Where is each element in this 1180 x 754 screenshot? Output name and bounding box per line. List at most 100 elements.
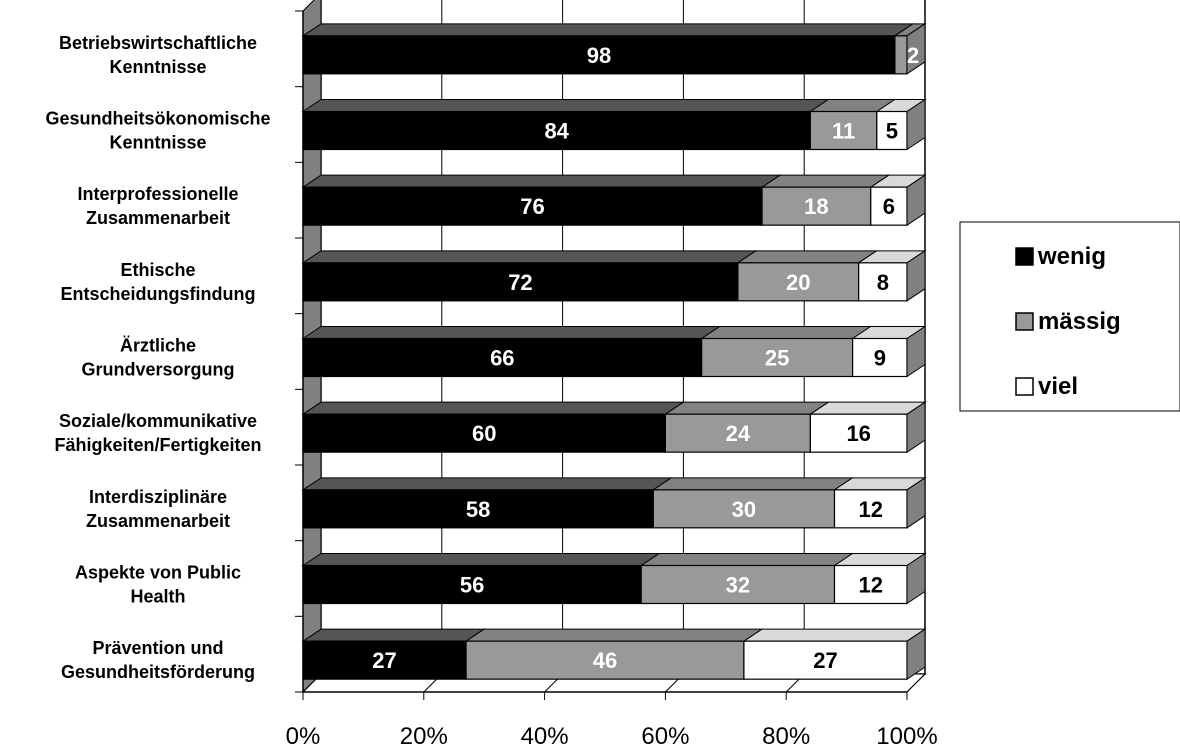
bar-viel [858,262,908,302]
bar-viel [809,413,908,453]
bar-top-mässig [464,628,764,642]
data-label-viel: 16 [846,421,870,446]
data-label-mässig: 18 [804,194,828,219]
category-label: Health [130,587,185,607]
category-label: Zusammenarbeit [86,208,230,228]
legend-swatch-viel [1015,377,1034,396]
category-label: Kenntnisse [109,57,206,77]
category-label: Fähigkeiten/Fertigkeiten [54,435,261,455]
legend-label-wenig: wenig [1037,243,1106,270]
floor-gridline [906,673,926,693]
bar-side [906,249,926,302]
bar-side [906,476,926,529]
bars: 98 2 84 11 5 76 18 6 72 20 8 66 25 9 60 24 16 58 30 12 56 32 1… [301,22,927,681]
legend-swatch-mässig [1015,312,1034,331]
bar-top-mässig [736,250,879,264]
data-label-viel: 8 [877,270,889,295]
legend-label-mässig: mässig [1038,308,1121,335]
bar-mässig [737,262,860,302]
category-label: Grundversorgung [81,360,234,380]
data-label-mässig: 30 [732,497,756,522]
bar-wenig [302,640,467,680]
bar-viel [852,337,908,378]
bar-wenig [302,262,739,302]
bar-top-wenig [301,250,758,264]
bar-wenig [302,35,896,75]
bar-top-viel [742,628,927,642]
category-label: Interdisziplinäre [89,487,227,507]
bar-mässig [761,186,872,226]
category-label: Soziale/kommunikative [59,411,257,431]
bar-top-wenig [301,628,486,642]
bar-wenig [302,186,763,226]
bar-viel [833,489,908,529]
bar-top-mässig [639,553,855,566]
bar-mässig [652,489,836,529]
category-label: Aspekte von Public [75,563,241,583]
bar-top-viel [808,401,927,415]
bar-top-wenig [301,326,722,339]
data-label-mässig: 32 [726,573,750,598]
data-label-viel: 5 [886,119,898,144]
category-label: Ärztliche [120,336,196,356]
bar-side [906,552,926,605]
bar-mässig [465,640,745,680]
x-tick-labels: 0% 20% 40% 60% 80% 100% [286,723,938,750]
category-label: Prävention und [92,638,223,658]
data-label-mässig: 25 [765,346,789,371]
bar-wenig [302,110,811,151]
data-label-viel: 12 [859,573,883,598]
bar-side [906,174,926,227]
x-tick-label: 100% [876,723,937,750]
bar-side [906,98,926,151]
x-tick-label: 40% [521,723,569,750]
data-label-wenig: 56 [460,573,484,598]
bar-mässig [701,337,854,378]
category-label: Entscheidungsfindung [61,284,256,304]
data-label-wenig: 60 [472,421,496,446]
data-label-viel: 27 [813,648,837,673]
category-label: Ethische [120,260,195,280]
bar-wenig [302,489,654,529]
category-labels: Betriebswirtschaftliche Kenntnisse Gesundh… [45,33,270,682]
bar-top-wenig [301,477,673,491]
legend-box [959,221,1180,412]
bar-viel [743,640,908,680]
data-label-wenig: 98 [587,43,611,68]
category-label: Interprofessionelle [77,184,238,204]
data-label-wenig: 27 [372,648,396,673]
category-label: Kenntnisse [109,133,206,153]
bar-side [906,401,926,454]
bar-top-wenig [301,99,831,112]
data-label-wenig: 72 [508,270,532,295]
x-tick-label: 20% [400,723,448,750]
bar-top-mässig [663,401,831,415]
bar-top-wenig [301,23,915,37]
bar-viel [833,564,908,605]
bar-viel [870,186,908,226]
data-label-mässig: 46 [593,648,617,673]
category-label: Gesundheitsökonomische [45,109,270,129]
bar-top-mässig [760,174,891,188]
data-label-viel: 9 [874,346,886,371]
x-tick-label: 80% [762,723,810,750]
bar-mässig [664,413,811,453]
data-label-wenig: 76 [520,194,544,219]
bar-top-mässig [699,326,873,339]
x-tick-label: 0% [286,723,321,750]
bar-top-wenig [301,174,782,188]
category-label: Zusammenarbeit [86,511,230,531]
bar-mässig [894,35,908,75]
x-tick-label: 60% [641,723,689,750]
bar-side [906,325,926,378]
data-label-wenig: 58 [466,497,490,522]
data-label-wenig: 66 [490,346,514,371]
data-label-mässig: 20 [786,270,810,295]
category-label: Gesundheitsförderung [61,662,255,682]
legend-label-viel: viel [1038,373,1078,400]
legend-swatch-wenig [1015,247,1034,266]
bar-side [906,22,926,75]
bar-wenig [302,337,703,378]
data-label-mässig: 24 [726,421,751,446]
bar-top-wenig [301,401,686,415]
